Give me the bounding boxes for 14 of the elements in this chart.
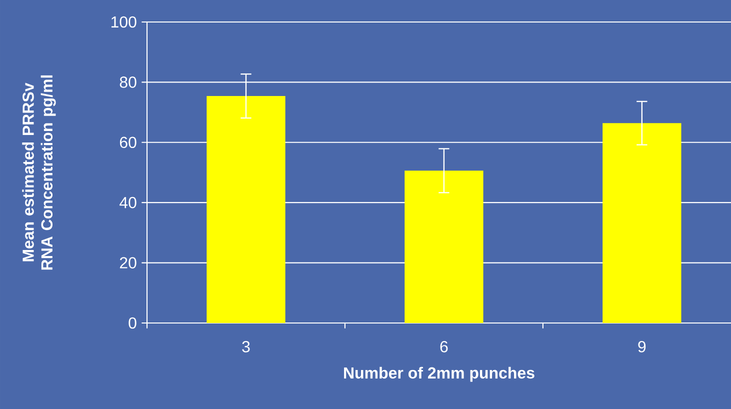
y-tick-label: 0 bbox=[128, 317, 136, 329]
x-tick-label: 3 bbox=[242, 341, 250, 352]
y-tick-label: 40 bbox=[120, 196, 136, 208]
x-tick-label: 9 bbox=[638, 341, 646, 352]
bar bbox=[206, 96, 286, 323]
y-tick-label: 80 bbox=[120, 76, 136, 88]
y-tick-label: 60 bbox=[120, 136, 136, 148]
bar bbox=[404, 170, 484, 323]
bar bbox=[602, 123, 682, 323]
x-tick-label: 6 bbox=[440, 341, 448, 352]
y-tick-label: 20 bbox=[120, 257, 136, 268]
y-tick-label: 100 bbox=[111, 16, 136, 28]
y-axis-title: Mean estimated PRRSv RNA Concentration pg/ml bbox=[22, 75, 56, 270]
x-axis-title: Number of 2mm punches bbox=[344, 366, 534, 382]
